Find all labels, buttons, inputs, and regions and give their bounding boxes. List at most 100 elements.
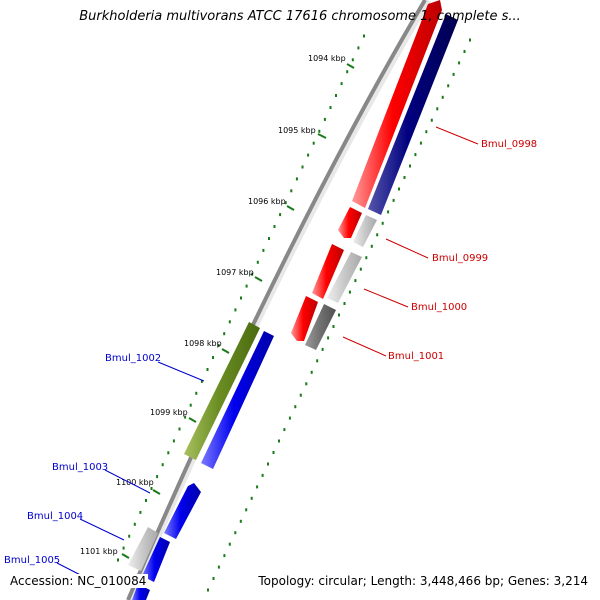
gc-tick: [240, 296, 242, 300]
gc-tick: [178, 427, 181, 431]
gc-tick: [288, 416, 291, 420]
gc-tick: [381, 221, 384, 225]
gene-label-bmul-1002[interactable]: Bmul_1002: [105, 353, 161, 364]
gc-tick: [228, 320, 231, 324]
scale-ticks: 1094 kbp 1095 kbp 1096 kbp 1097 kbp 1098…: [80, 54, 355, 559]
gc-tick: [376, 233, 379, 237]
gc-tick: [206, 368, 209, 371]
gene-label-bmul-1003[interactable]: Bmul_1003: [52, 462, 108, 473]
gene-label-bmul-0998[interactable]: Bmul_0998: [481, 139, 537, 150]
gc-tick: [425, 130, 428, 134]
gc-tick: [398, 187, 400, 191]
gc-tick: [370, 244, 373, 248]
feature-bmul-1001-dark[interactable]: [305, 304, 336, 350]
cds-bmul-1005[interactable]: [132, 584, 150, 600]
gc-tick: [332, 325, 335, 328]
gc-tick: [172, 439, 175, 443]
gene-label-bmul-1004[interactable]: Bmul_1004: [27, 511, 83, 522]
cds-bmul-0998[interactable]: [352, 0, 442, 208]
gc-tick: [239, 519, 242, 523]
gc-tick: [261, 473, 264, 477]
gc-tick: [223, 332, 226, 336]
feature-bmul-0999-gray[interactable]: [353, 215, 377, 247]
gc-tick: [117, 558, 119, 562]
gc-tick: [301, 165, 304, 169]
gc-tick: [316, 359, 319, 363]
gc-tick: [299, 393, 302, 397]
cds-bmul-1003[interactable]: [164, 483, 201, 539]
gc-tick: [145, 499, 147, 502]
gc-tick: [133, 522, 136, 526]
gc-tick: [256, 260, 259, 264]
gc-tick: [452, 72, 455, 76]
gc-tick: [338, 313, 340, 317]
gene-label-bmul-1000[interactable]: Bmul_1000: [411, 302, 467, 313]
gc-tick: [262, 248, 265, 252]
map-title: Burkholderia multivorans ATCC 17616 chro…: [79, 9, 521, 24]
cds-bmul-1000[interactable]: [312, 244, 344, 299]
gene-label-bmul-0999[interactable]: Bmul_0999: [432, 253, 488, 264]
cds-bmul-1001[interactable]: [291, 296, 318, 341]
gc-tick: [335, 94, 337, 97]
gc-tick: [284, 201, 287, 205]
tick-label-1095: 1095 kbp: [278, 126, 316, 135]
gc-tick: [217, 344, 220, 348]
gc-tick: [128, 534, 131, 538]
tick-label-1101: 1101 kbp: [80, 547, 118, 556]
gc-tick: [156, 475, 159, 479]
gc-tick: [357, 46, 360, 50]
tick-label-1100: 1100 kbp: [116, 478, 154, 487]
gc-tick: [458, 61, 461, 65]
gc-tick: [294, 405, 297, 409]
gc-tick: [387, 210, 390, 214]
gene-label-bmul-1001[interactable]: Bmul_1001: [388, 351, 444, 362]
gc-tick: [430, 118, 433, 122]
gc-tick: [312, 141, 315, 145]
gc-tick: [268, 237, 270, 240]
tick-label-1097: 1097 kbp: [216, 268, 254, 277]
cds-bmul-1004-gray[interactable]: [128, 527, 158, 571]
gc-tick: [256, 485, 259, 489]
gc-tick: [195, 391, 198, 395]
reverse-strand-features: [128, 322, 274, 600]
gc-tick: [223, 554, 226, 558]
cds-bmul-0999[interactable]: [338, 207, 362, 238]
gc-tick: [279, 213, 282, 217]
cds-bmul-1002[interactable]: [201, 331, 274, 469]
gc-tick: [363, 34, 365, 38]
gc-tick: [305, 382, 308, 386]
tick-label-1096: 1096 kbp: [248, 197, 286, 206]
gc-tick: [245, 508, 248, 512]
gc-tick: [251, 272, 254, 276]
gc-tick: [351, 58, 354, 62]
tick-label-1094: 1094 kbp: [308, 54, 346, 63]
gc-tick: [150, 487, 153, 490]
gc-tick: [278, 439, 280, 443]
gc-tick: [414, 153, 417, 157]
gc-tick: [200, 379, 203, 383]
tick-label-1098: 1098 kbp: [184, 339, 222, 348]
gc-tick: [250, 496, 253, 500]
forward-gene-labels: Bmul_0998 Bmul_0999 Bmul_1000 Bmul_1001: [342, 126, 537, 362]
cds-bmul-1002-green[interactable]: [184, 322, 260, 460]
gc-tick: [167, 451, 170, 455]
gc-content-track-left: [117, 34, 365, 562]
gc-tick: [318, 129, 321, 133]
gc-tick: [327, 336, 330, 340]
gc-tick: [463, 50, 466, 53]
gc-tick: [436, 107, 439, 111]
orf-bmul-0998[interactable]: [368, 14, 458, 215]
gc-tick: [403, 176, 406, 179]
gc-tick: [409, 164, 411, 168]
gc-tick: [346, 70, 349, 74]
gc-tick: [307, 153, 310, 157]
gc-tick: [469, 38, 471, 42]
gc-tick: [212, 577, 215, 580]
gene-label-bmul-1005[interactable]: Bmul_1005: [4, 555, 60, 566]
cds-bmul-1004[interactable]: [142, 537, 170, 582]
gc-tick: [329, 106, 332, 109]
feature-bmul-1000-gray[interactable]: [327, 252, 362, 303]
gc-tick: [189, 403, 192, 407]
